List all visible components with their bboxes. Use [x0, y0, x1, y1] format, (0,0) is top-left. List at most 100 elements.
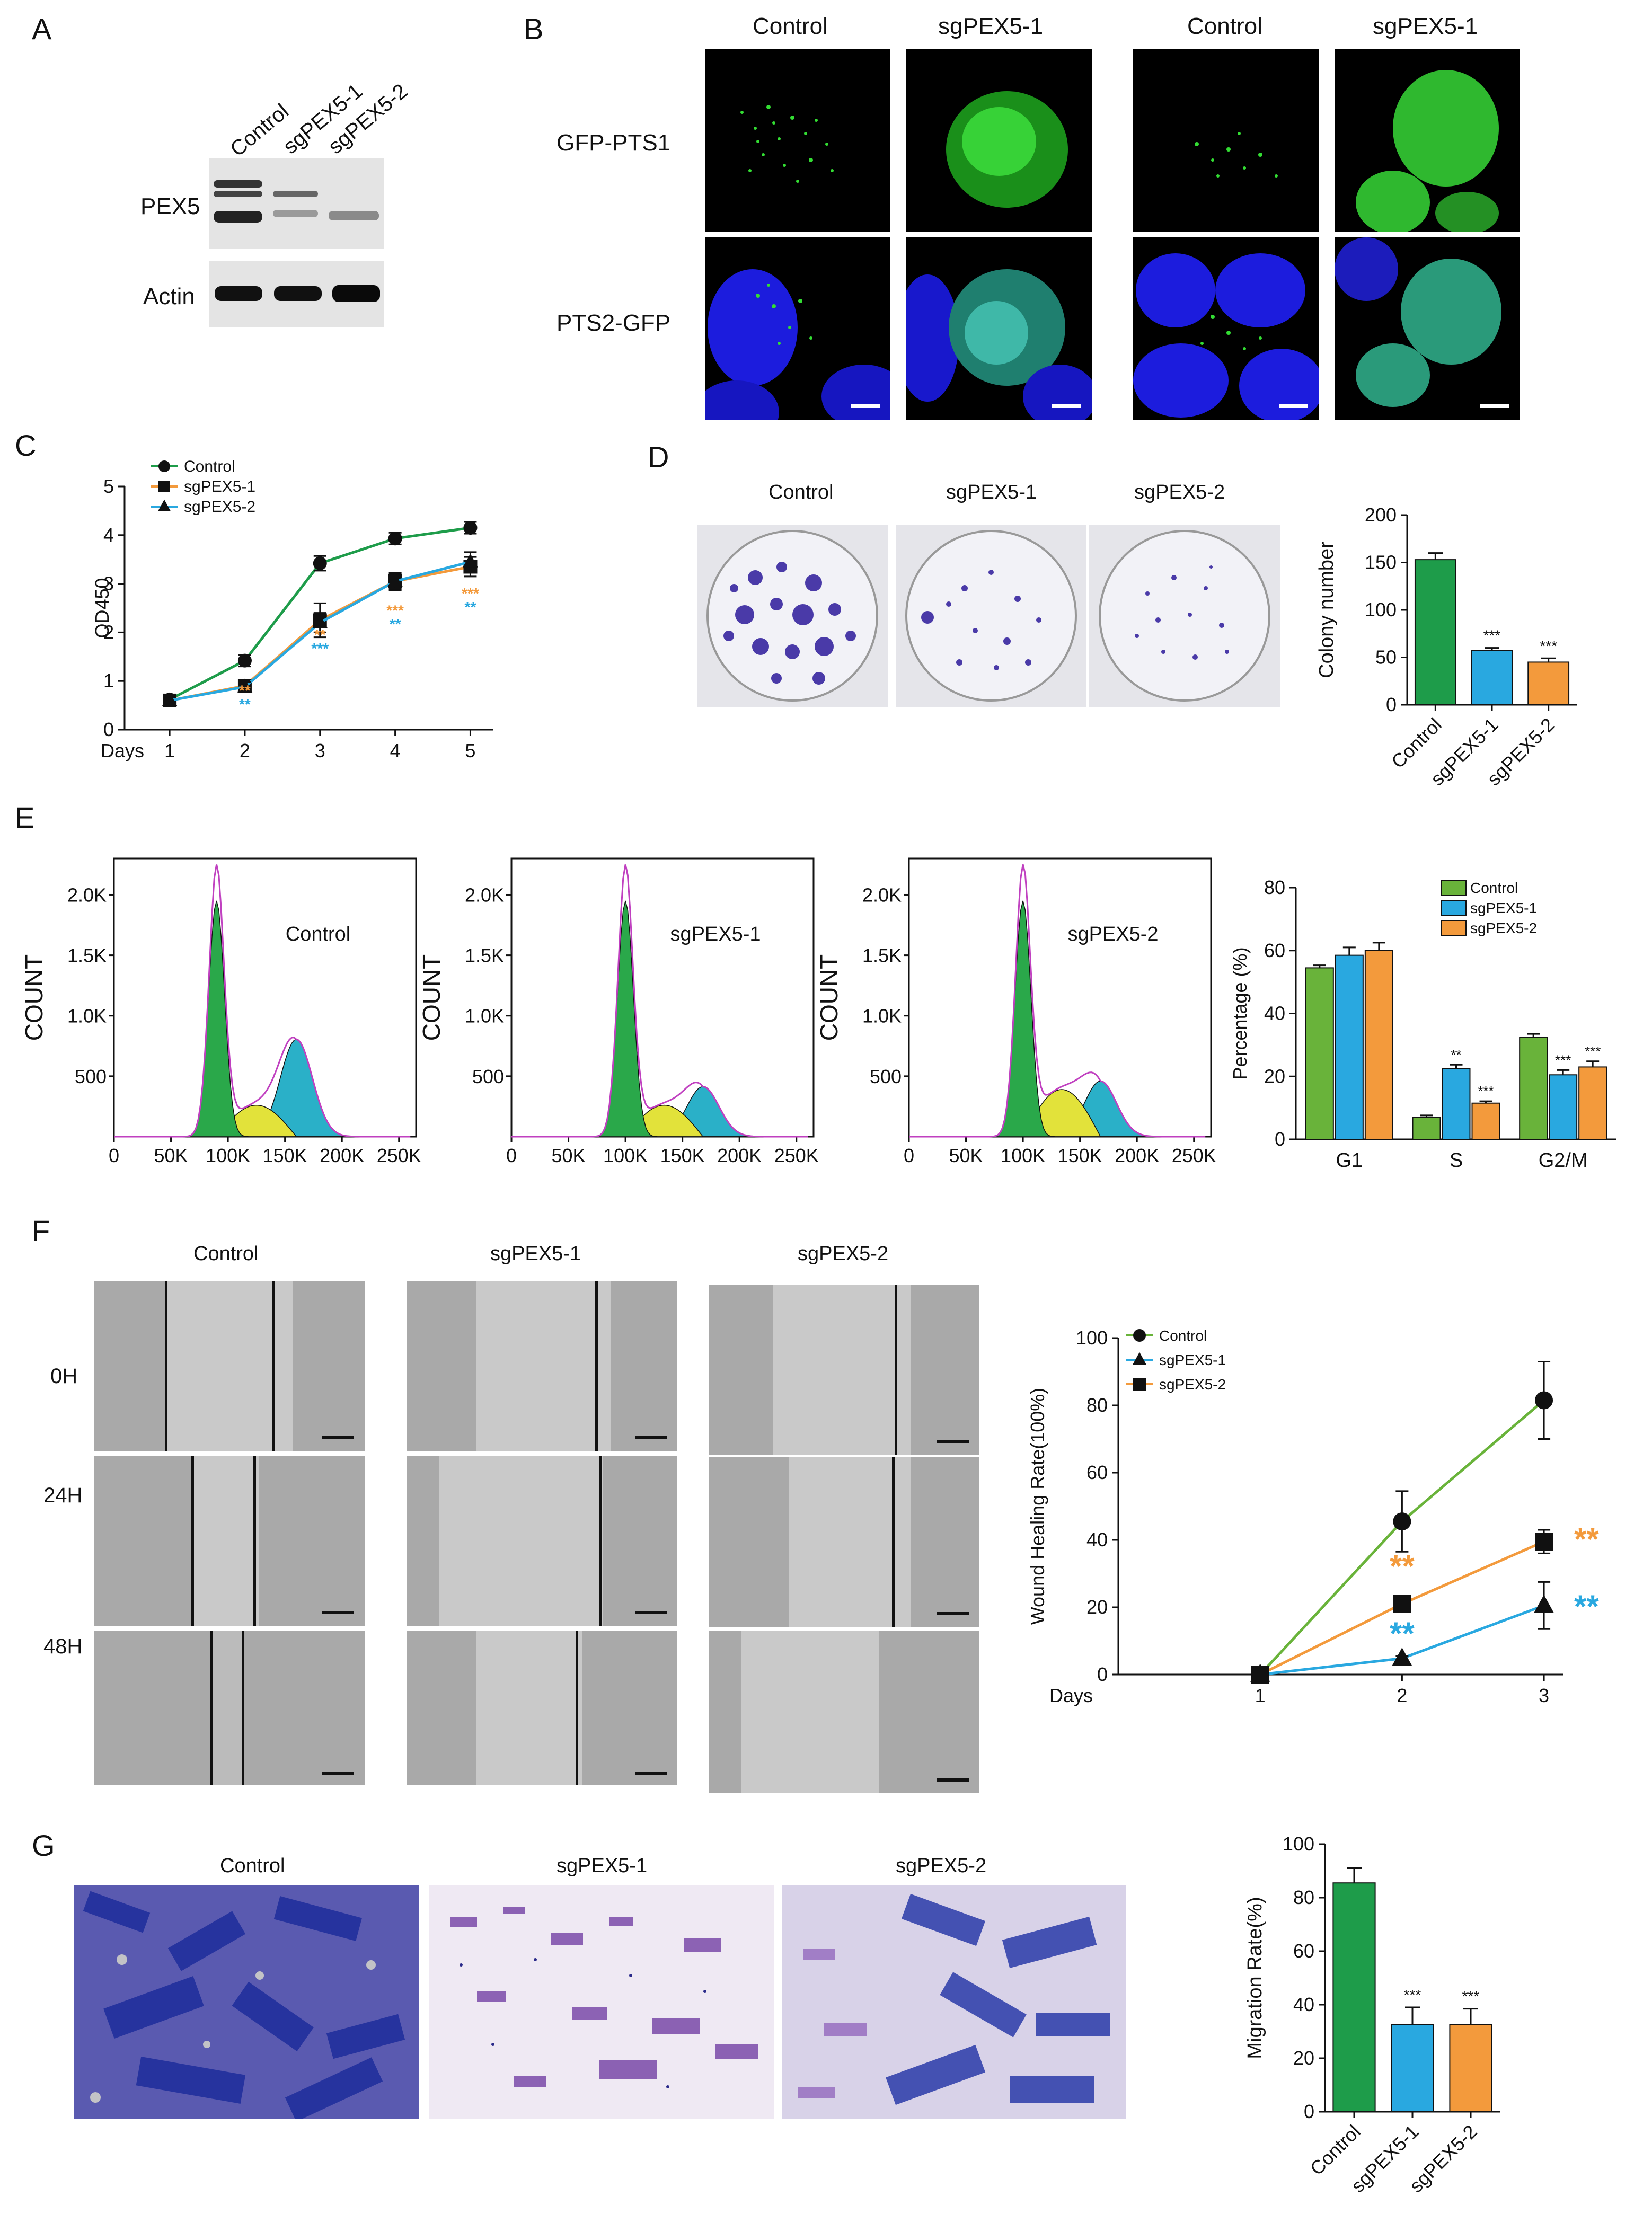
significance-label: **	[239, 696, 251, 712]
f-row-0h: 0H	[50, 1365, 78, 1388]
y-tick-label: 0	[1386, 694, 1397, 715]
significance-label: **	[314, 626, 326, 643]
b-row-pts2-gfp: PTS2-GFP	[556, 310, 671, 336]
panel-letter-e: E	[15, 801, 35, 834]
wound-control-24h	[94, 1456, 365, 1626]
legend-label-sgPEX5-2: sgPEX5-2	[184, 498, 255, 516]
legend-swatch	[1441, 920, 1467, 936]
g-col-control: Control	[220, 1855, 285, 1877]
panel-letter-g: G	[32, 1829, 55, 1862]
b-col-sg1-2: sgPEX5-1	[1373, 13, 1478, 39]
x-tick-label: 50K	[552, 1145, 586, 1166]
data-point-Control	[313, 556, 327, 571]
blot-label-actin: Actin	[143, 284, 195, 309]
micrograph-pts2-gfp-control-2	[1133, 237, 1319, 420]
transwell-control	[74, 1885, 419, 2119]
legend-label-Control: Control	[1159, 1327, 1207, 1344]
plot-frame	[510, 857, 815, 1138]
bar-sgPEX5-2	[1527, 661, 1570, 706]
y-tick-label: 100	[1076, 1327, 1108, 1349]
legend-marker	[1132, 1352, 1147, 1365]
legend-label-sgPEX5-1: sgPEX5-1	[1470, 900, 1537, 916]
bar-sgPEX5-1	[1471, 650, 1513, 705]
y-axis-label: Percentage (%)	[1229, 947, 1251, 1079]
significance-label: ***	[311, 640, 329, 657]
x-tick-label: 200K	[320, 1145, 364, 1166]
bar-sgPEX5-1-G2/M	[1549, 1074, 1578, 1140]
y-tick-label: 500	[472, 1066, 504, 1087]
d-dish-label-control: Control	[768, 481, 834, 503]
legend-marker	[1133, 1329, 1146, 1342]
significance-label: ***	[1478, 1083, 1494, 1099]
y-tick-label: 100	[1283, 1833, 1314, 1855]
data-point-sgPEX5-2	[463, 553, 478, 568]
bar-sgPEX5-1-S	[1442, 1068, 1471, 1140]
histogram-sg2: 500 1.0K 1.5K 2.0K 0 50K 100K 150K 200K 250K COUNT…	[816, 857, 1216, 1166]
y-tick-label: 5	[103, 475, 114, 497]
b-row-gfp-pts1: GFP-PTS1	[556, 130, 671, 156]
x-tick-label: 0	[506, 1145, 517, 1166]
transwell-sg2	[782, 1885, 1126, 2119]
significance-label: **	[1451, 1047, 1461, 1062]
x-tick-label: 150K	[660, 1145, 705, 1166]
significance-label: ***	[1404, 1987, 1421, 2003]
x-tick-label: 4	[390, 740, 401, 761]
bar-Control-G1	[1305, 967, 1334, 1140]
panel-letter-d: D	[648, 440, 669, 474]
f-col-control: Control	[193, 1243, 259, 1265]
scale-bar	[1052, 404, 1081, 408]
micrograph-pts2-gfp-control	[705, 237, 890, 420]
x-tick-label: S	[1450, 1149, 1463, 1172]
blot-label-pex5: PEX5	[140, 193, 200, 219]
bar-Control	[1332, 1882, 1376, 2112]
x-tick-label: G2/M	[1539, 1149, 1588, 1172]
b-col-sg1-1: sgPEX5-1	[938, 13, 1044, 39]
y-tick-label: 20	[1086, 1596, 1108, 1618]
scale-bar	[1279, 404, 1308, 408]
panel-letter-f: F	[32, 1214, 50, 1247]
x-tick-label: 50K	[949, 1145, 983, 1166]
scale-bar	[851, 404, 880, 408]
legend-label-sgPEX5-2: sgPEX5-2	[1159, 1376, 1226, 1393]
x-tick-label: 1	[1255, 1685, 1266, 1706]
y-tick-label: 80	[1293, 1887, 1314, 1908]
significance-label: ***	[1462, 1988, 1480, 2005]
significance-label: **	[390, 616, 401, 632]
x-tick-label: 3	[1539, 1685, 1549, 1706]
x-tick-label: Control	[1306, 2121, 1365, 2180]
data-point-Control	[1535, 1391, 1553, 1410]
lane-label-control: Control	[226, 99, 294, 162]
legend-label-Control: Control	[1470, 880, 1518, 896]
significance-label: **	[239, 683, 251, 699]
y-axis-label: OD450	[91, 578, 113, 638]
micrograph-pts2-gfp-sg1-2	[1335, 237, 1520, 420]
histogram-sg1: 500 1.0K 1.5K 2.0K 0 50K 100K 150K 200K 250K COUNT…	[419, 857, 819, 1166]
legend-label-sgPEX5-2: sgPEX5-2	[1470, 920, 1537, 936]
x-tick-label: 2	[240, 740, 250, 761]
significance-label: ***	[386, 602, 404, 618]
y-tick-label: 40	[1086, 1529, 1108, 1551]
bar-sgPEX5-2-G2/M	[1578, 1066, 1607, 1140]
y-tick-label: 80	[1264, 876, 1285, 898]
y-axis-label: COUNT	[21, 954, 48, 1041]
significance-label: **	[1574, 1589, 1599, 1624]
y-tick-label: 1	[103, 670, 114, 692]
histogram-label: sgPEX5-1	[670, 923, 761, 945]
y-tick-label: 500	[75, 1066, 107, 1087]
wound-sg2-48h	[709, 1631, 979, 1793]
data-point-sgPEX5-2	[162, 692, 178, 706]
significance-label: ***	[1555, 1052, 1571, 1068]
data-point-sgPEX5-2	[387, 573, 403, 587]
data-point-sgPEX5-2	[1251, 1666, 1269, 1684]
histogram-label: Control	[286, 923, 351, 945]
western-blot-pex5	[209, 158, 384, 249]
significance-label: ***	[462, 585, 479, 601]
panel-letter-a: A	[32, 12, 52, 46]
x-tick-label: 5	[465, 740, 475, 761]
significance-label: **	[1390, 1548, 1415, 1584]
significance-label: **	[1390, 1616, 1415, 1651]
y-tick-label: 2.0K	[67, 884, 107, 906]
colony-dish-sg2	[1089, 525, 1280, 707]
